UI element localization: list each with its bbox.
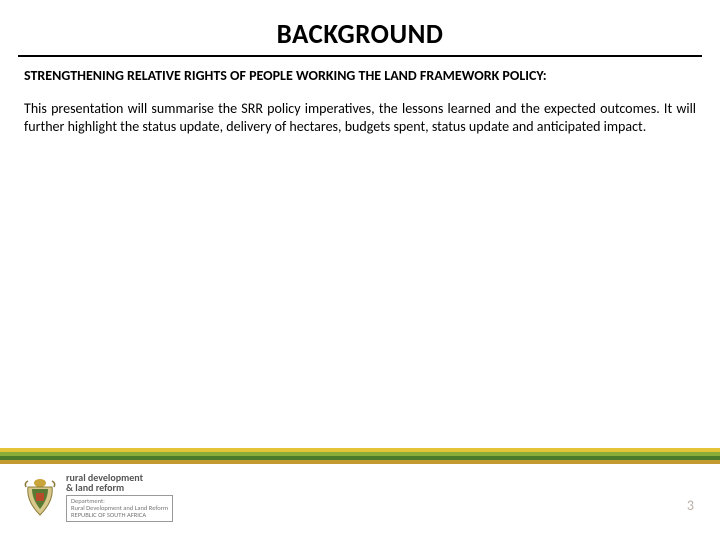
footer-stripes xyxy=(0,448,720,464)
slide: BACKGROUND STRENGTHENING RELATIVE RIGHTS… xyxy=(0,0,720,540)
stripe-4 xyxy=(0,460,720,464)
page-number: 3 xyxy=(687,497,694,514)
subtitle: STRENGTHENING RELATIVE RIGHTS OF PEOPLE … xyxy=(24,67,696,84)
title-block: BACKGROUND xyxy=(0,0,720,57)
title-rule xyxy=(18,55,702,57)
department-box: Department: Rural Development and Land R… xyxy=(66,495,173,522)
body-text: This presentation will summarise the SRR… xyxy=(24,100,696,135)
department-block: rural development & land reform Departme… xyxy=(66,473,173,522)
logo-area: rural development & land reform Departme… xyxy=(22,473,173,522)
department-name: rural development & land reform xyxy=(66,473,173,493)
coat-of-arms-icon xyxy=(22,475,58,519)
slide-title: BACKGROUND xyxy=(0,18,720,51)
